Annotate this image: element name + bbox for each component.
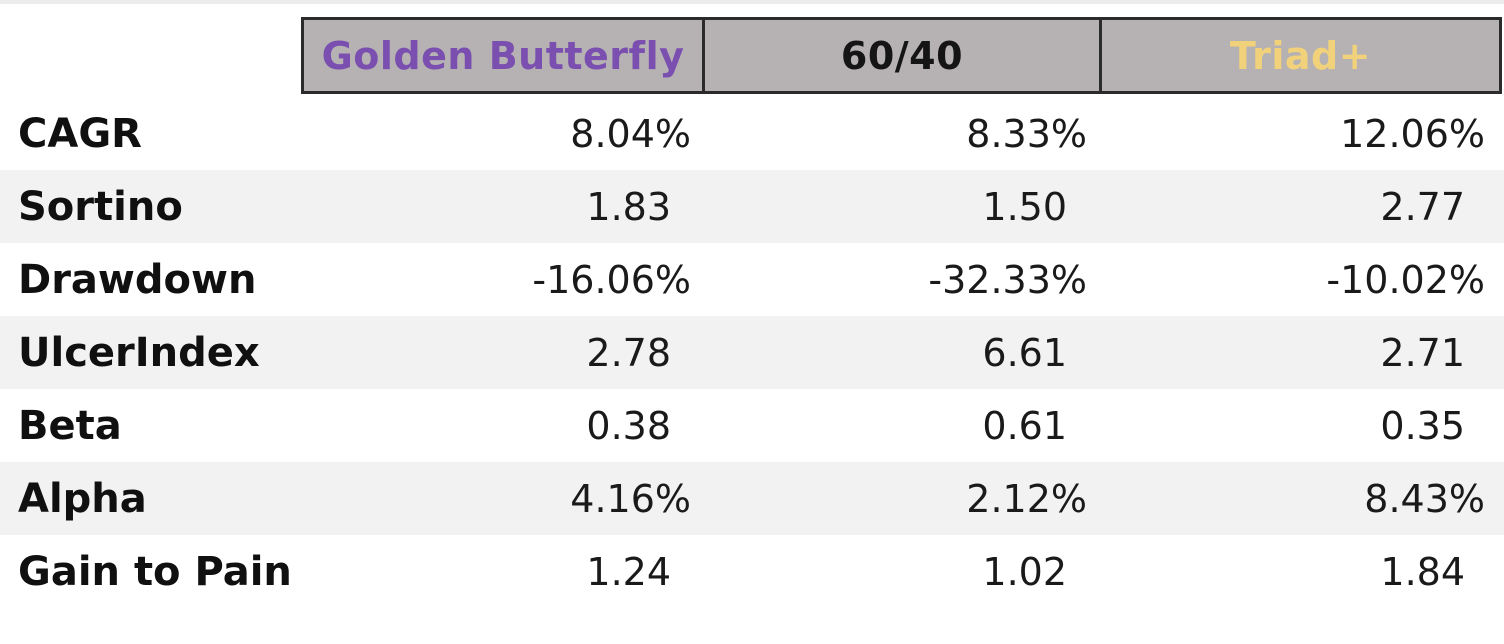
table-cell: 8.33%: [966, 111, 1087, 156]
table-cell: 2.71: [1380, 330, 1465, 375]
table-header: Golden Butterfly 60/40 Triad+: [301, 17, 1502, 94]
table-cell: -10.02%: [1326, 257, 1485, 302]
row-label: Sortino: [18, 183, 183, 230]
row-label: CAGR: [18, 110, 142, 157]
table-cell: 6.61: [982, 330, 1067, 375]
table-cell: 1.02: [982, 549, 1067, 594]
table-row: Sortino 1.83 1.50 2.77: [0, 170, 1504, 243]
table-cell: 2.12%: [966, 476, 1087, 521]
column-header-60-40: 60/40: [702, 20, 1099, 91]
table-cell: 1.24: [586, 549, 671, 594]
table-cell: 8.04%: [570, 111, 691, 156]
table-cell: 1.50: [982, 184, 1067, 229]
table-cell: 2.78: [586, 330, 671, 375]
table-cell: -32.33%: [928, 257, 1087, 302]
table-row: Gain to Pain 1.24 1.02 1.84: [0, 535, 1504, 608]
table-cell: 2.77: [1380, 184, 1465, 229]
row-label: Gain to Pain: [18, 548, 292, 595]
row-label: Alpha: [18, 475, 147, 522]
table-cell: 12.06%: [1340, 111, 1485, 156]
table-cell: 4.16%: [570, 476, 691, 521]
table-cell: 0.61: [982, 403, 1067, 448]
row-label: Beta: [18, 402, 122, 449]
table-row: UlcerIndex 2.78 6.61 2.71: [0, 316, 1504, 389]
table-cell: -16.06%: [532, 257, 691, 302]
table-cell: 0.35: [1380, 403, 1465, 448]
row-label: UlcerIndex: [18, 329, 260, 376]
column-header-triad-plus: Triad+: [1099, 20, 1499, 91]
column-header-golden-butterfly: Golden Butterfly: [321, 33, 685, 78]
table-row: CAGR 8.04% 8.33% 12.06%: [0, 97, 1504, 170]
table-row: Drawdown -16.06% -32.33% -10.02%: [0, 243, 1504, 316]
table-cell: 1.83: [586, 184, 671, 229]
table-cell: 8.43%: [1364, 476, 1485, 521]
table-body: CAGR 8.04% 8.33% 12.06% Sortino 1.83 1.5…: [0, 97, 1504, 608]
table-row: Alpha 4.16% 2.12% 8.43%: [0, 462, 1504, 535]
row-label: Drawdown: [18, 256, 257, 303]
table-row: Beta 0.38 0.61 0.35: [0, 389, 1504, 462]
table-cell: 0.38: [586, 403, 671, 448]
table-cell: 1.84: [1380, 549, 1465, 594]
